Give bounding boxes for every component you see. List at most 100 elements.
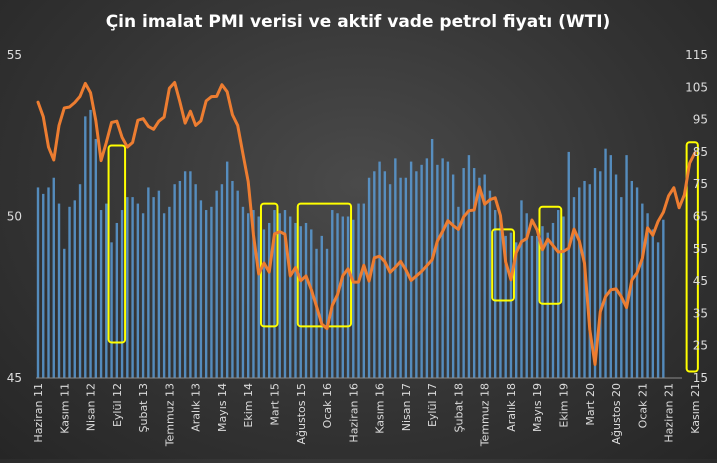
pmi-bar [173, 184, 176, 378]
left-tick-label: 50 [7, 210, 22, 224]
pmi-bar [247, 213, 250, 378]
pmi-bar [225, 161, 229, 378]
pmi-bar [178, 180, 182, 378]
pmi-bar [199, 200, 203, 378]
left-axis: 45 50 55 [7, 48, 22, 385]
pmi-bar [294, 222, 297, 378]
pmi-bar [515, 242, 518, 378]
right-tick-label: 45 [693, 274, 708, 288]
x-tick-label: Eylül 17 [426, 383, 439, 427]
pmi-bar [551, 222, 555, 378]
pmi-bar [472, 168, 476, 378]
pmi-bar [546, 232, 549, 378]
pmi-bar [483, 174, 486, 378]
pmi-bar [467, 155, 471, 378]
pmi-bar [315, 248, 318, 378]
pmi-bar [567, 151, 570, 378]
pmi-bar [373, 171, 376, 378]
pmi-bar [210, 206, 213, 378]
pmi-bar [304, 222, 308, 378]
pmi-bar [215, 190, 218, 378]
pmi-bar [409, 161, 413, 378]
x-tick-label: Mart 15 [268, 383, 281, 426]
pmi-bar [89, 109, 92, 378]
pmi-bar [588, 184, 591, 378]
right-tick-label: 65 [693, 210, 708, 224]
pmi-bar [131, 197, 134, 378]
pmi-bar [651, 229, 655, 378]
pmi-bar [236, 190, 239, 378]
pmi-bar [441, 158, 444, 378]
right-tick-label: 75 [693, 177, 708, 191]
pmi-bar [320, 235, 323, 378]
pmi-bar [94, 138, 98, 378]
x-axis: Haziran 11 Kasım 11 Nisan 12 Eylül 12 Şubat … [32, 377, 702, 447]
pmi-bar [509, 232, 513, 378]
pmi-bar [362, 203, 366, 378]
pmi-bar [73, 200, 76, 378]
pmi-bar [136, 203, 140, 378]
pmi-bar [262, 229, 266, 378]
pmi-bar [241, 206, 245, 378]
pmi-bar [110, 242, 113, 378]
x-tick-label: Aralık 18 [505, 383, 518, 432]
pmi-bar [152, 197, 155, 378]
pmi-bar [625, 155, 628, 378]
wti-line-layer [36, 80, 697, 366]
x-tick-label: Ekim 14 [242, 383, 255, 428]
pmi-bar [436, 164, 439, 378]
pmi-bar [614, 174, 618, 378]
pmi-bar [42, 193, 45, 378]
x-tick-label: Mart 20 [584, 383, 597, 426]
x-tick-label: Ağustos 20 [610, 383, 623, 444]
pmi-bar [378, 161, 381, 378]
x-tick-label: Nisan 12 [85, 383, 98, 431]
pmi-bar [357, 203, 360, 378]
pmi-bar [252, 210, 255, 378]
pmi-bar [388, 184, 392, 378]
pmi-bar [126, 197, 129, 378]
pmi-bar [168, 206, 171, 378]
highlight-box [685, 141, 699, 373]
pmi-bar [141, 213, 145, 378]
pmi-bar [383, 171, 387, 378]
pmi-bar [299, 226, 302, 378]
pmi-bar [268, 222, 271, 378]
pmi-bar [635, 187, 639, 378]
x-tick-label: Şubat 13 [137, 383, 150, 432]
right-tick-label: 15 [693, 371, 708, 385]
pmi-bar [457, 206, 460, 378]
pmi-bar [541, 226, 544, 378]
pmi-bar [68, 206, 71, 378]
pmi-bar [204, 210, 208, 378]
pmi-bar [499, 216, 502, 378]
x-tick-label: Haziran 16 [347, 383, 360, 443]
right-axis: 15 25 35 45 55 65 75 85 95 105 115 [685, 48, 708, 385]
x-tick-label: Temmuz 18 [479, 383, 492, 447]
right-tick-label: 115 [685, 48, 708, 62]
x-tick-label: Aralık 13 [190, 383, 203, 432]
pmi-bar [189, 171, 192, 378]
pmi-bar [289, 216, 292, 378]
right-tick-label: 85 [693, 145, 708, 159]
pmi-bar [530, 235, 534, 378]
pmi-bar [504, 235, 507, 378]
chart-title: Çin imalat PMI verisi ve aktif vade petr… [106, 12, 611, 32]
right-tick-label: 35 [693, 306, 708, 320]
pmi-bar [451, 174, 455, 378]
pmi-bar [562, 216, 565, 378]
pmi-bar [536, 235, 539, 378]
right-tick-label: 105 [685, 80, 708, 94]
x-tick-label: Nisan 17 [400, 383, 413, 431]
x-tick-label: Ekim 19 [558, 383, 571, 428]
pmi-bar [478, 177, 481, 378]
pmi-bar [57, 203, 61, 378]
pmi-bar [557, 210, 560, 378]
x-tick-label: Ağustos 15 [295, 383, 308, 444]
pmi-bar [99, 210, 103, 378]
pmi-bar [609, 155, 612, 378]
highlight-box [107, 144, 127, 344]
x-tick-label: Haziran 11 [32, 383, 45, 443]
pmi-bar [525, 213, 528, 378]
pmi-bar [399, 177, 402, 378]
